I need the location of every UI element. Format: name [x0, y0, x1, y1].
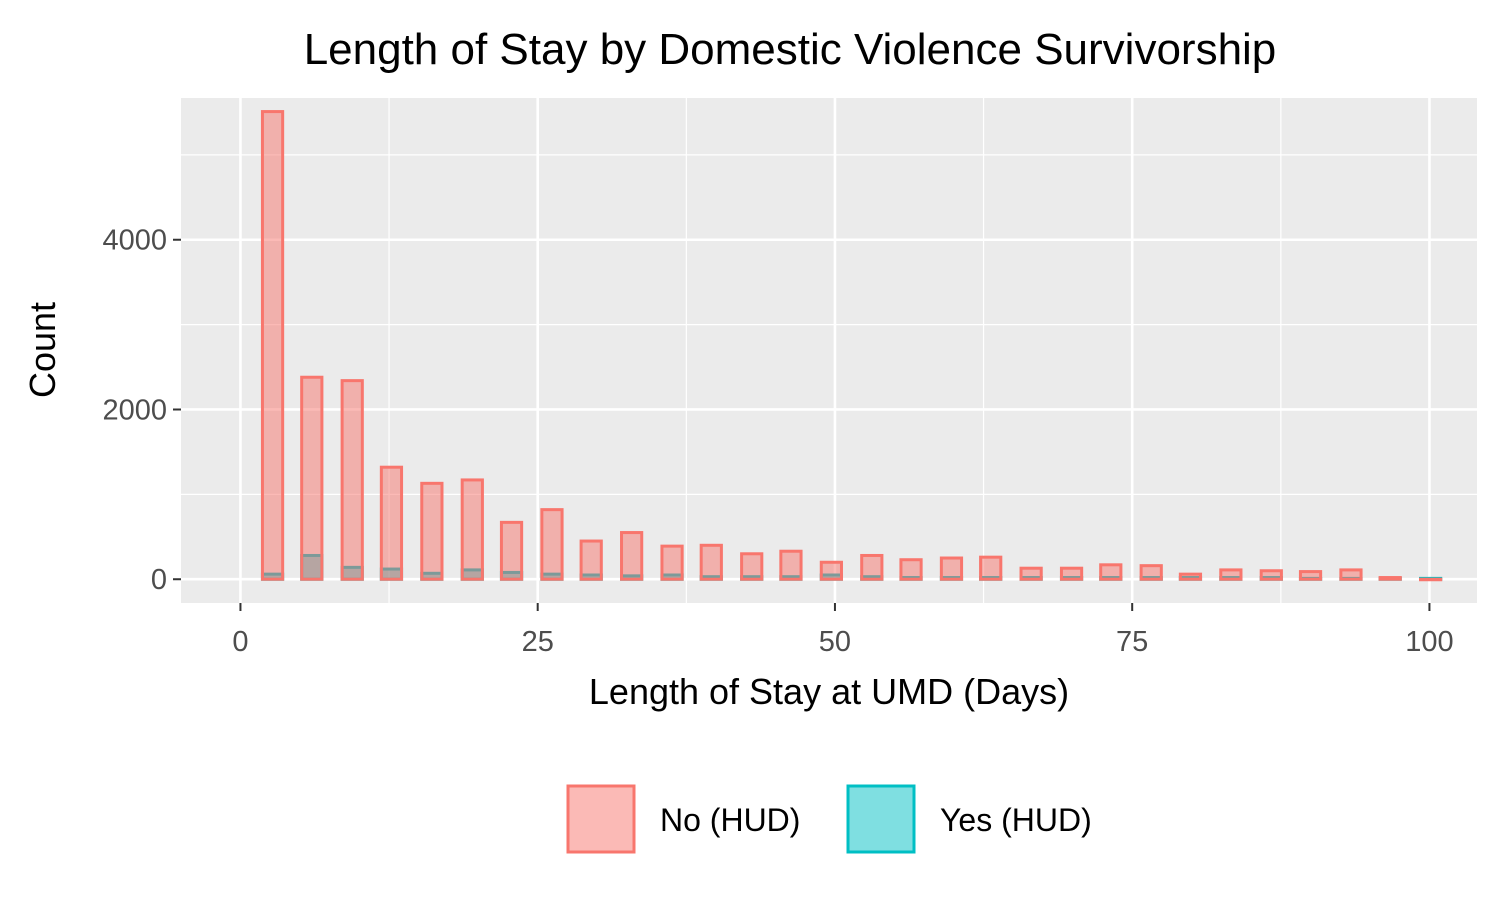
bar-no-hud: [819, 560, 843, 581]
y-axis: 0 2000 4000: [102, 225, 181, 596]
bar-no-hud: [379, 465, 404, 581]
bar-no-hud: [1419, 577, 1443, 582]
bar-no-hud: [699, 543, 723, 581]
x-tick-label: 0: [232, 626, 248, 658]
plot-panel: [181, 98, 1477, 603]
y-tick-label: 4000: [102, 225, 167, 257]
bar-no-hud: [1059, 566, 1084, 581]
bar-no-hud: [1378, 576, 1402, 581]
bar-no-hud: [1298, 570, 1323, 581]
bar-no-hud: [660, 544, 684, 581]
bar-no-hud: [260, 110, 285, 581]
bar-no-hud: [579, 539, 603, 581]
bar-no-hud: [740, 552, 764, 581]
bar-no-hud: [1259, 569, 1283, 581]
bar-no-hud: [420, 481, 444, 581]
x-tick-label: 100: [1405, 626, 1453, 658]
x-axis-title: Length of Stay at UMD (Days): [589, 671, 1069, 712]
bar-no-hud: [499, 520, 524, 581]
y-tick-label: 0: [151, 564, 167, 596]
bar-no-hud: [1019, 566, 1043, 581]
chart-title: Length of Stay by Domestic Violence Surv…: [304, 25, 1277, 74]
bar-no-hud: [340, 379, 364, 581]
y-tick-label: 2000: [102, 394, 167, 426]
bar-no-hud: [899, 558, 923, 581]
x-tick-label: 50: [819, 626, 851, 658]
bar-no-hud: [1339, 568, 1363, 581]
legend-key: [566, 784, 636, 854]
bar-no-hud: [300, 375, 324, 581]
bar-no-hud: [1178, 572, 1203, 581]
bar-no-hud: [1099, 563, 1123, 581]
bar-no-hud: [460, 478, 484, 581]
bar-no-hud: [620, 531, 644, 581]
legend-label: No (HUD): [660, 802, 800, 838]
series-no-hud: [260, 110, 1443, 582]
bar-no-hud: [779, 549, 803, 581]
legend-label: Yes (HUD): [940, 802, 1092, 838]
bar-no-hud: [540, 508, 564, 581]
bar-no-hud: [1219, 568, 1243, 581]
x-tick-label: 25: [522, 626, 554, 658]
bar-no-hud: [939, 556, 964, 581]
bar-no-hud: [860, 553, 884, 581]
legend: No (HUD) Yes (HUD): [566, 784, 1092, 854]
x-axis: 0 25 50 75 100: [232, 603, 1454, 658]
x-tick-label: 75: [1116, 626, 1148, 658]
bar-no-hud: [1139, 564, 1163, 581]
bar-no-hud: [979, 555, 1003, 581]
y-axis-title: Count: [22, 302, 63, 398]
legend-key: [846, 784, 916, 854]
